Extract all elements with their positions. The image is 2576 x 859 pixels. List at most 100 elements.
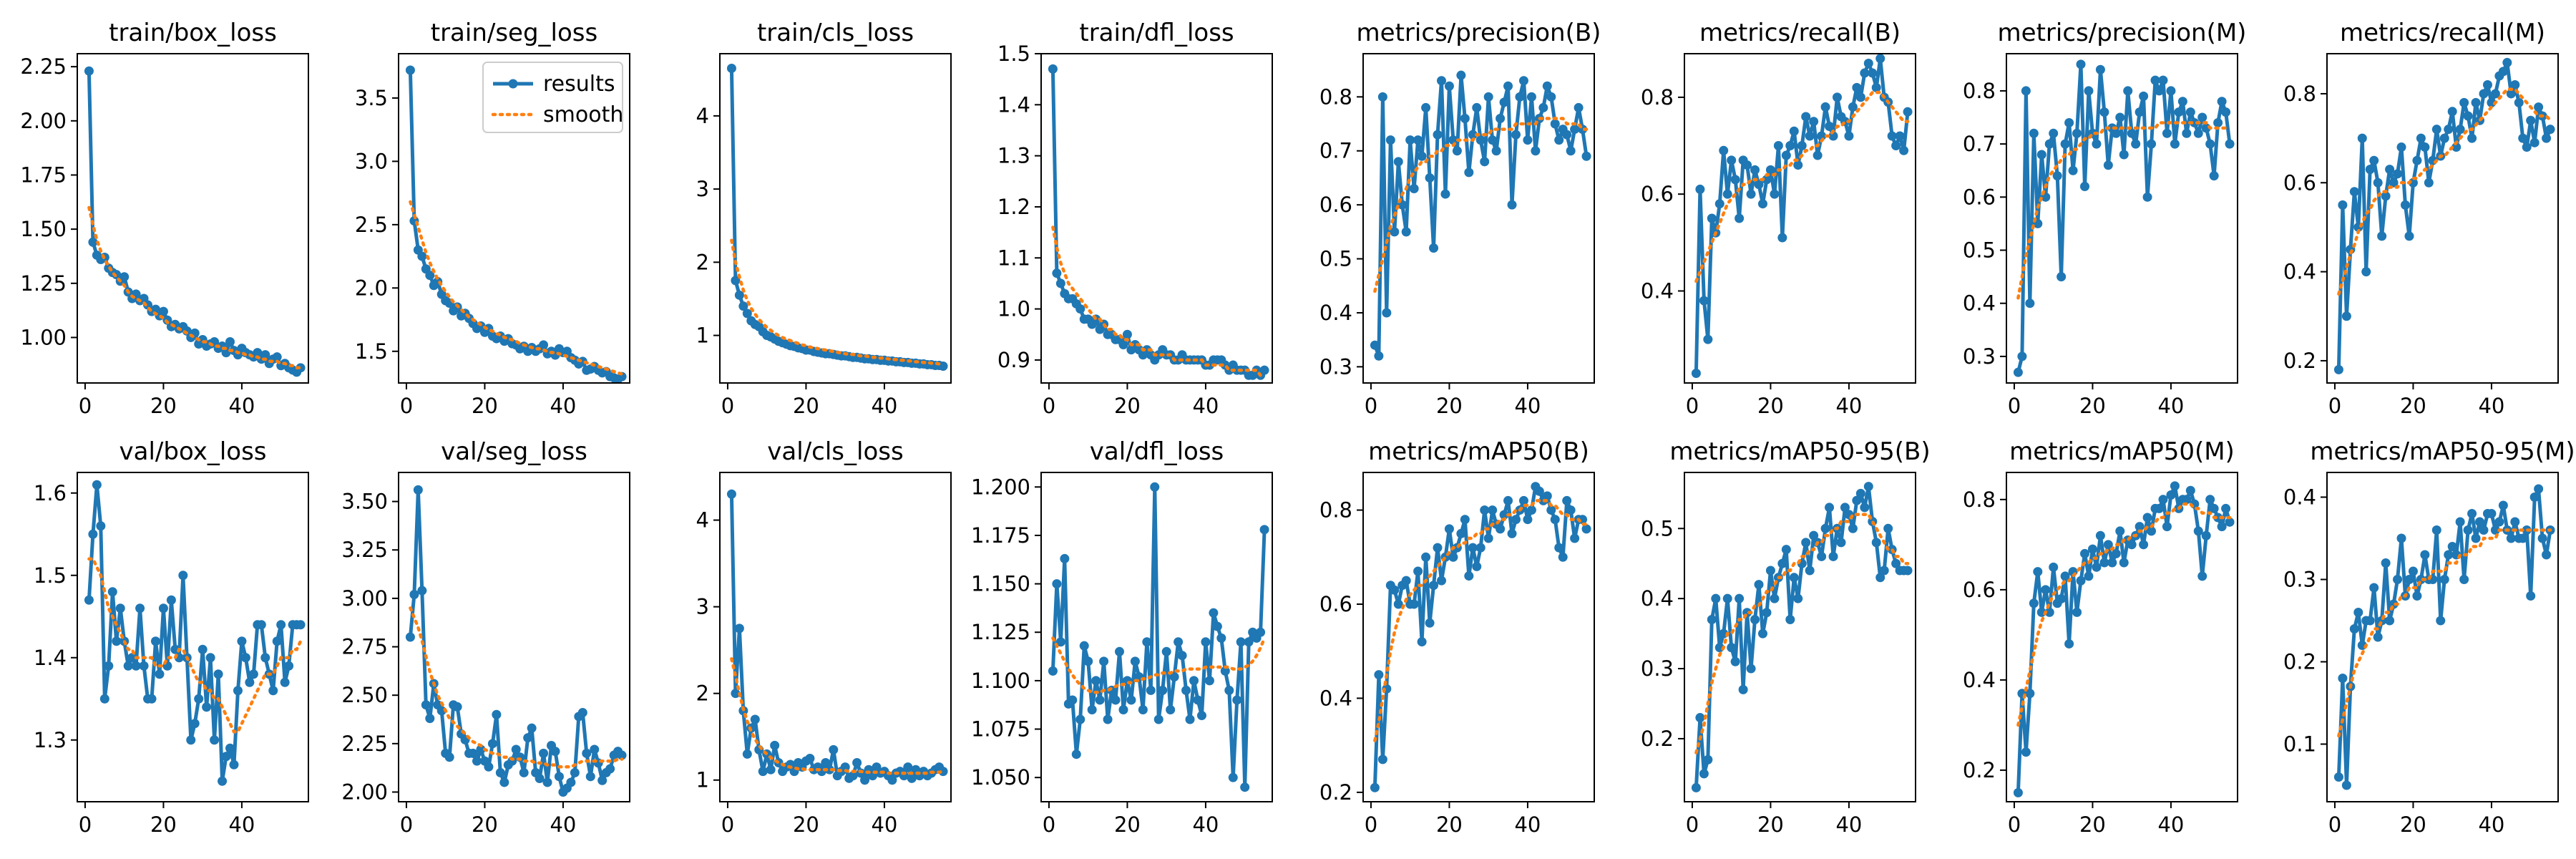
results-point [1496,524,1506,534]
legend-results-label: results [543,72,615,97]
results-point [1762,608,1772,618]
results-point [1566,146,1576,156]
y-tick-label: 0.2 [2283,650,2316,674]
results-point [197,644,208,654]
y-tick-label: 4 [696,104,709,128]
y-tick-label: 0.4 [1963,668,1996,692]
results-point [2107,558,2117,568]
results-point [1735,593,1745,603]
results-point [1259,365,1269,375]
results-point [1554,135,1564,145]
results-point [2103,540,2113,550]
results-point [726,489,736,499]
results-point [1523,135,1533,145]
results-point [2142,513,2152,523]
results-point [1891,558,1901,568]
results-point [1256,627,1266,637]
results-point [2225,139,2235,149]
results-point [1566,505,1576,515]
results-point [2119,150,2129,160]
results-point [1546,92,1556,102]
results-point [1742,160,1752,170]
results-point [1153,714,1163,724]
x-tick-label: 0 [79,812,92,837]
results-point [1515,92,1525,102]
y-tick-label: 1.4 [34,646,67,670]
results-point [1174,637,1184,647]
results-point [1377,92,1387,102]
y-tick-label: 0.3 [1963,344,1996,369]
results-point [848,771,858,781]
results-point [1863,482,1873,492]
results-point [2373,632,2383,642]
plot-area [2333,57,2555,374]
y-tick-label: 0.4 [1963,291,1996,316]
x-tick-label: 40 [2157,394,2184,418]
results-point [2494,517,2504,527]
results-point [1836,538,1846,548]
results-point [2396,142,2406,152]
smooth-line [1694,513,1910,754]
results-point [1413,135,1423,145]
plot-area [405,485,627,797]
results-point [2522,142,2532,152]
results-point [1048,666,1058,676]
subplot-train-seg-loss: train/seg_loss 0 20 40 1.5 2.0 2.5 3.0 3.5 result… [355,19,630,418]
results-point [1730,175,1740,185]
smooth-line [730,657,945,775]
results-point [104,661,114,671]
results-point [2049,562,2059,572]
results-point [112,636,122,646]
results-point [2455,125,2465,135]
smooth-line [2337,87,2552,296]
results-point [417,586,427,596]
results-point [2135,107,2145,117]
results-point [1793,160,1803,170]
results-point [2471,533,2481,543]
results-point [1196,711,1206,721]
results-point [1130,656,1140,666]
x-tick-label: 40 [1514,394,1541,418]
smooth-line [409,606,624,769]
results-point [1472,102,1482,112]
axes-frame [77,472,309,802]
results-point [1401,227,1411,237]
results-point [190,719,200,729]
results-point [2079,181,2089,191]
x-tick-label: 0 [721,812,734,837]
results-point [1550,119,1560,129]
results-point [131,661,141,671]
results-point [84,595,94,605]
results-point [1855,488,1865,498]
results-point [139,661,149,671]
subplot-metrics-map50-b: metrics/mAP50(B) 0 20 40 0.2 0.4 0.6 0.8 [1319,437,1595,837]
results-point [1570,533,1580,543]
plot-area [726,489,948,785]
results-point [2099,558,2109,568]
results-point [499,777,509,787]
results-point [1757,199,1767,209]
results-point [2213,513,2223,523]
results-point [284,661,294,671]
results-point [1499,97,1509,107]
results-point [484,762,494,772]
results-point [2400,200,2410,210]
results-point [1091,676,1101,686]
y-tick-label: 1.1 [997,246,1030,270]
results-point [824,765,834,775]
results-point [1581,151,1591,161]
results-point [1526,92,1536,102]
results-point [492,709,502,719]
results-point [1852,495,1862,505]
results-point [2029,128,2039,138]
results-point [2341,780,2351,790]
results-point [2361,267,2371,277]
x-tick-label: 20 [150,394,177,418]
results-point [88,529,98,539]
results-point [1719,145,1729,155]
results-point [2131,139,2141,149]
results-point [2127,540,2137,550]
results-point [2444,125,2454,135]
results-point [155,669,165,679]
results-point [1201,637,1211,647]
